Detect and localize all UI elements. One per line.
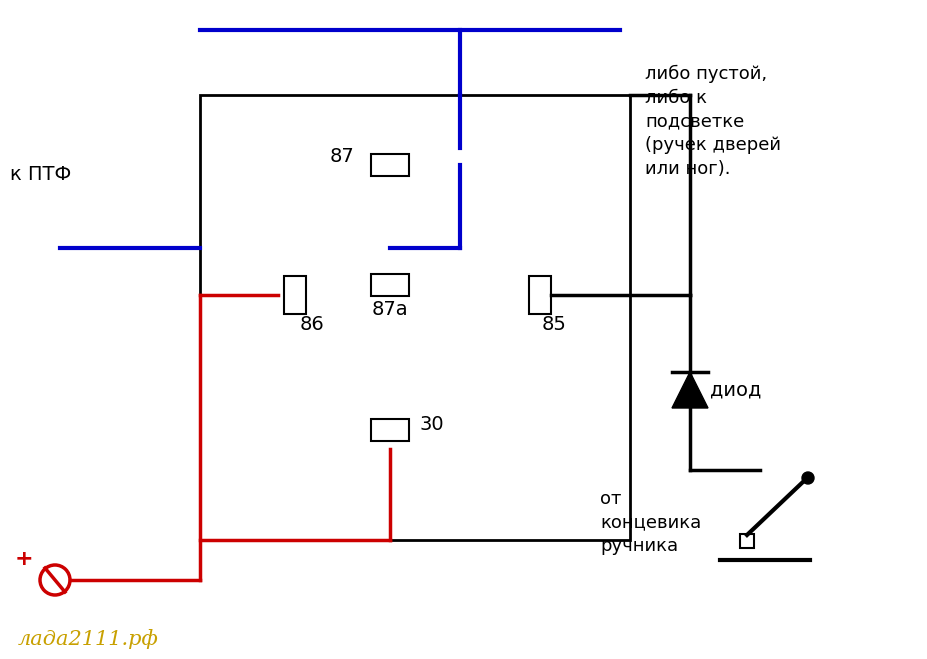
Text: +: + [15, 549, 33, 569]
Polygon shape [672, 372, 708, 408]
Text: диод: диод [710, 380, 761, 399]
Bar [529, 276, 551, 314]
Text: 85: 85 [542, 315, 567, 334]
Text: 30: 30 [420, 415, 445, 434]
Text: либо пустой,
либо к
подсветке
(ручек дверей
или ног).: либо пустой, либо к подсветке (ручек две… [645, 65, 781, 178]
Text: 86: 86 [300, 315, 324, 334]
Bar [200, 95, 630, 540]
Text: к ПТФ: к ПТФ [10, 165, 71, 184]
Bar [284, 276, 306, 314]
Text: 87а: 87а [372, 300, 408, 319]
Bar [371, 154, 409, 176]
Bar [740, 534, 754, 548]
Text: лада2111.рф: лада2111.рф [18, 629, 159, 649]
Bar [371, 274, 409, 296]
Bar [371, 419, 409, 441]
Text: 87: 87 [330, 147, 355, 166]
Text: от
концевика
ручника: от концевика ручника [600, 490, 701, 555]
Circle shape [802, 472, 814, 484]
